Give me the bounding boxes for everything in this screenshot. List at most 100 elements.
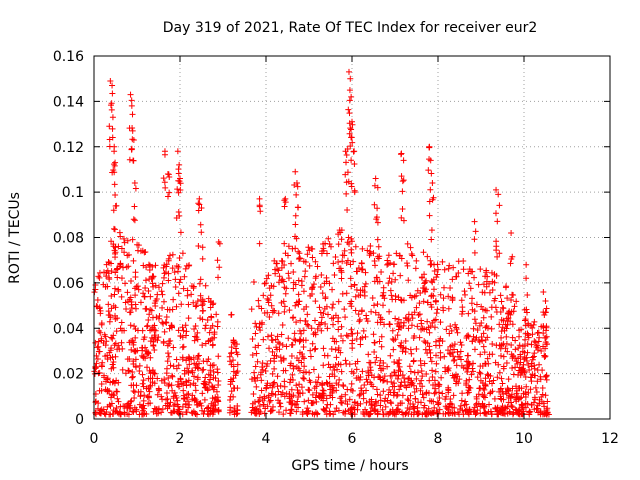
data-point	[171, 389, 178, 396]
data-point-peak	[399, 178, 406, 185]
data-point	[427, 257, 434, 264]
data-point-peak	[198, 229, 205, 236]
data-point	[152, 327, 159, 334]
data-point-peak	[348, 93, 355, 100]
data-point	[262, 280, 269, 287]
data-point	[130, 257, 137, 264]
data-point	[332, 346, 339, 353]
data-point	[358, 308, 365, 315]
data-point	[311, 346, 318, 353]
data-point	[307, 347, 314, 354]
data-point	[428, 293, 435, 300]
data-point	[305, 386, 312, 393]
data-point	[397, 383, 404, 390]
data-point	[98, 387, 105, 394]
data-point	[449, 276, 456, 283]
data-point	[420, 249, 427, 256]
data-point	[168, 409, 175, 416]
data-point	[362, 333, 369, 340]
data-point	[318, 327, 325, 334]
data-point	[304, 311, 311, 318]
data-point	[479, 379, 486, 386]
data-point	[348, 249, 355, 256]
data-point	[111, 285, 118, 292]
data-point	[413, 375, 420, 382]
data-point	[180, 285, 187, 292]
data-point	[298, 384, 305, 391]
data-point	[147, 354, 154, 361]
data-point-peak	[131, 203, 138, 210]
data-point	[516, 342, 523, 349]
data-point	[123, 264, 130, 271]
data-point	[288, 353, 295, 360]
data-point	[175, 383, 182, 390]
data-point	[394, 375, 401, 382]
data-point	[409, 315, 416, 322]
data-point	[520, 367, 527, 374]
data-point	[489, 340, 496, 347]
data-point	[125, 402, 132, 409]
data-point	[273, 344, 280, 351]
data-point	[486, 289, 493, 296]
data-point	[146, 311, 153, 318]
data-point	[129, 368, 136, 375]
data-point	[330, 321, 337, 328]
data-point-peak	[229, 378, 236, 385]
data-point	[142, 344, 149, 351]
data-point	[112, 316, 119, 323]
data-point	[287, 376, 294, 383]
data-point	[202, 325, 209, 332]
data-point	[421, 285, 428, 292]
data-point-peak	[349, 121, 356, 128]
data-point	[184, 365, 191, 372]
data-point	[137, 299, 144, 306]
data-point	[320, 245, 327, 252]
data-point	[143, 385, 150, 392]
data-point	[525, 321, 532, 328]
data-point	[390, 392, 397, 399]
data-point	[103, 261, 110, 268]
data-point	[132, 269, 139, 276]
data-point	[405, 277, 412, 284]
data-point	[142, 277, 149, 284]
data-point	[489, 278, 496, 285]
data-point	[405, 397, 412, 404]
data-point	[371, 374, 378, 381]
data-point	[517, 353, 524, 360]
data-point	[251, 375, 258, 382]
data-point	[267, 292, 274, 299]
data-point-peak	[509, 253, 516, 260]
data-point	[313, 383, 320, 390]
data-point	[337, 229, 344, 236]
data-point	[285, 335, 292, 342]
data-point	[278, 264, 285, 271]
data-point	[408, 377, 415, 384]
data-point-peak	[106, 123, 113, 130]
data-point	[457, 339, 464, 346]
data-point	[271, 257, 278, 264]
data-point	[440, 304, 447, 311]
data-point	[319, 380, 326, 387]
data-point	[328, 243, 335, 250]
data-point	[523, 357, 530, 364]
data-point	[534, 342, 541, 349]
data-point	[201, 408, 208, 415]
data-point	[110, 359, 117, 366]
y-tick-label: 0.08	[53, 231, 84, 247]
data-point	[252, 344, 259, 351]
data-point	[202, 282, 209, 289]
data-point	[165, 277, 172, 284]
data-point	[160, 320, 167, 327]
data-point	[323, 404, 330, 411]
data-point	[175, 378, 182, 385]
data-point	[385, 252, 392, 259]
data-point-peak	[166, 189, 173, 196]
data-point	[374, 319, 381, 326]
data-point	[279, 342, 286, 349]
data-point	[423, 371, 430, 378]
data-point	[312, 345, 319, 352]
data-point	[273, 353, 280, 360]
data-point	[333, 338, 340, 345]
data-point	[508, 399, 515, 406]
data-point	[331, 373, 338, 380]
